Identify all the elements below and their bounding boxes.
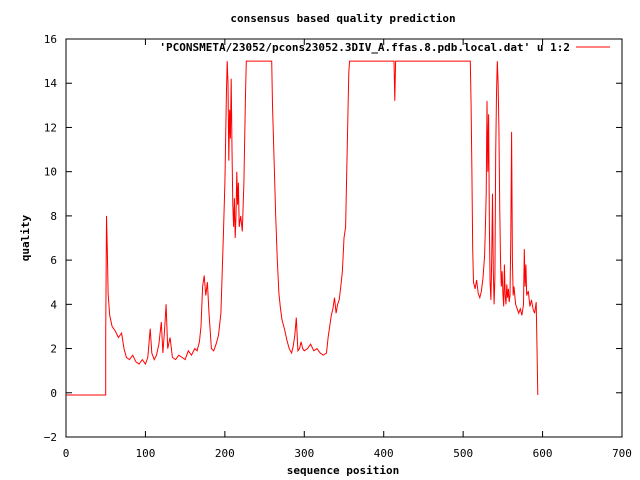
x-tick-label: 300 [294,447,314,460]
x-tick-label: 0 [63,447,70,460]
chart-title: consensus based quality prediction [230,12,455,25]
y-tick-label: 12 [44,121,57,134]
y-tick-label: 6 [50,254,57,267]
series-layer [66,60,539,396]
y-tick-label: 4 [50,298,57,311]
y-axis-ticks: −2 0 2 4 6 8 10 12 14 16 [44,33,622,444]
x-tick-label: 700 [612,447,632,460]
x-tick-label: 100 [135,447,155,460]
y-tick-label: 16 [44,33,57,46]
y-tick-label: 14 [44,77,58,90]
x-tick-label: 500 [453,447,473,460]
y-tick-label: 2 [50,343,57,356]
x-axis-ticks: 0 100 200 300 400 500 600 700 [63,39,632,460]
legend-label: 'PCONSMETA/23052/pcons23052.3DIV_A.ffas.… [159,41,570,54]
y-tick-label: 0 [50,387,57,400]
y-tick-label: 10 [44,166,57,179]
y-tick-label: 8 [50,210,57,223]
x-tick-label: 600 [533,447,553,460]
series-line [66,60,539,396]
plot-frame [65,38,623,438]
y-tick-label: −2 [44,431,57,444]
x-tick-label: 400 [374,447,394,460]
y-axis-label: quality [19,214,32,261]
legend: 'PCONSMETA/23052/pcons23052.3DIV_A.ffas.… [159,41,610,54]
x-axis-label: sequence position [287,464,400,477]
x-tick-label: 200 [215,447,235,460]
